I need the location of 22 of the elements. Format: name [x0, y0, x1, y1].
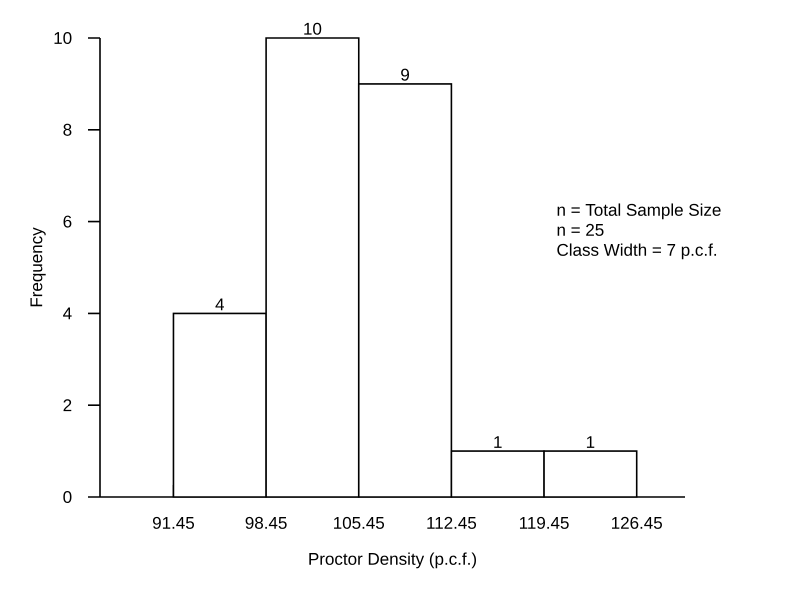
x-tick-label: 119.45	[520, 516, 569, 529]
x-tick-label: 98.45	[246, 516, 287, 529]
data-label: 4	[215, 298, 224, 310]
data-label: 9	[401, 68, 410, 81]
y-tick-label: 6	[64, 216, 72, 228]
y-tick-label: 8	[63, 124, 72, 136]
y-tick-label: 2	[64, 399, 72, 412]
y-axis-title: Frequency	[30, 227, 46, 306]
y-tick-label: 0	[63, 490, 72, 504]
data-label: 1	[586, 436, 594, 448]
data-label: 1	[494, 436, 502, 448]
x-tick-label: 126.45	[612, 516, 662, 529]
annotation: n = 25	[558, 224, 604, 236]
y-tick-label: 10	[54, 32, 72, 44]
x-tick-label: 105.45	[334, 516, 384, 529]
x-axis-title: Proctor Density (p.c.f.)	[309, 552, 476, 568]
y-tick-label: 4	[63, 308, 72, 320]
x-tick-label: 112.45	[427, 516, 476, 529]
data-label: 10	[304, 22, 322, 35]
x-tick-label: 91.45	[152, 516, 194, 529]
annotation: Class Width = 7 p.c.f.	[557, 243, 716, 260]
annotation: n = Total Sample Size	[558, 203, 721, 220]
